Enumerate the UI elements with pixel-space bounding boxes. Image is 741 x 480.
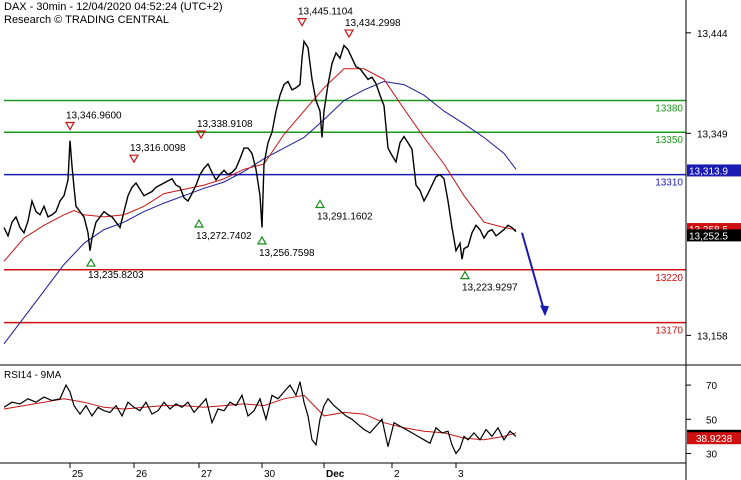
high-label: 13,445.1104 (298, 7, 353, 18)
time-tick-label: 25 (72, 469, 84, 480)
time-axis-ticks: 25 26 27 30 Dec 2 3 (0, 462, 686, 480)
rsi-tick-label: 50 (706, 415, 718, 426)
forecast-arrow-head (540, 305, 549, 317)
chart-title: DAX - 30min - 12/04/2020 04:52:24 (UTC+2… (4, 1, 223, 13)
time-tick-label: 30 (264, 469, 276, 480)
rsi-tag-label: 38.9238 (696, 434, 733, 445)
rsi-tick-label: 30 (706, 449, 718, 460)
price-tick-label: 13,349 (697, 129, 728, 140)
low-label: 13,223.9297 (462, 283, 518, 294)
high-label: 13,316.0098 (130, 143, 186, 154)
rsi-moving-average-line (3, 394, 517, 441)
low-label: 13,291.1602 (317, 211, 373, 222)
price-plot-area (0, 0, 686, 365)
high-marker-icon (296, 18, 308, 27)
rsi-tag-box (687, 432, 741, 445)
time-tick-label: 2 (394, 469, 400, 480)
high-label: 13,338.9108 (197, 119, 253, 130)
price-tick-label: 13,444 (697, 29, 728, 40)
price-tag-box (687, 164, 741, 177)
rsi-panel: RSI14 - 9MA (3, 370, 517, 455)
level-labels: 13380 13350 13310 13220 13170 (655, 104, 683, 337)
low-marker-icon (193, 218, 205, 228)
level-label: 13310 (655, 178, 683, 189)
slow-moving-average-line (3, 80, 517, 345)
high-label: 13,346.9600 (66, 110, 122, 121)
high-marker-icon (64, 121, 76, 131)
level-label: 13170 (655, 326, 683, 337)
chart-subtitle: Research © TRADING CENTRAL (4, 14, 169, 26)
level-label: 13380 (655, 104, 683, 115)
low-marker-icon (314, 199, 326, 209)
high-label: 13,434.2998 (345, 18, 401, 29)
forecast-arrow (521, 232, 545, 311)
price-series-line (3, 39, 517, 260)
high-marker-icon (195, 130, 207, 140)
time-tick-label: 27 (201, 469, 213, 480)
level-label: 13220 (655, 273, 683, 284)
high-low-annotations: 13,346.9600 13,316.0098 13,338.9108 13,445.… (64, 7, 518, 294)
low-label: 13,235.8203 (88, 270, 144, 281)
support-resistance-levels (4, 99, 686, 324)
price-tags: 13,313.913,258.513,252.540.329438.9238 (687, 164, 741, 445)
rsi-line (3, 381, 517, 455)
price-tag-label: 13,313.9 (689, 166, 728, 177)
high-marker-icon (128, 154, 140, 164)
rsi-title: RSI14 - 9MA (4, 370, 62, 381)
price-tick-label: 13,158 (697, 331, 728, 342)
level-label: 13350 (655, 135, 683, 146)
price-tag-box (687, 229, 741, 242)
price-axis-ticks: 13,444 13,349 13,158 (686, 29, 728, 342)
time-tick-label: Dec (326, 469, 345, 480)
time-tick-label: 3 (458, 469, 464, 480)
low-label: 13,256.7598 (259, 248, 315, 259)
fast-moving-average-line (3, 68, 517, 262)
high-marker-icon (343, 29, 355, 39)
low-marker-icon (459, 270, 471, 280)
low-label: 13,272.7402 (196, 231, 252, 242)
low-marker-icon (256, 235, 268, 245)
price-tag-label: 13,252.5 (689, 231, 728, 242)
time-tick-label: 26 (136, 469, 148, 480)
rsi-tick-label: 70 (706, 381, 718, 392)
rsi-axis-ticks: 70 50 30 (686, 381, 718, 460)
low-marker-icon (85, 257, 97, 267)
